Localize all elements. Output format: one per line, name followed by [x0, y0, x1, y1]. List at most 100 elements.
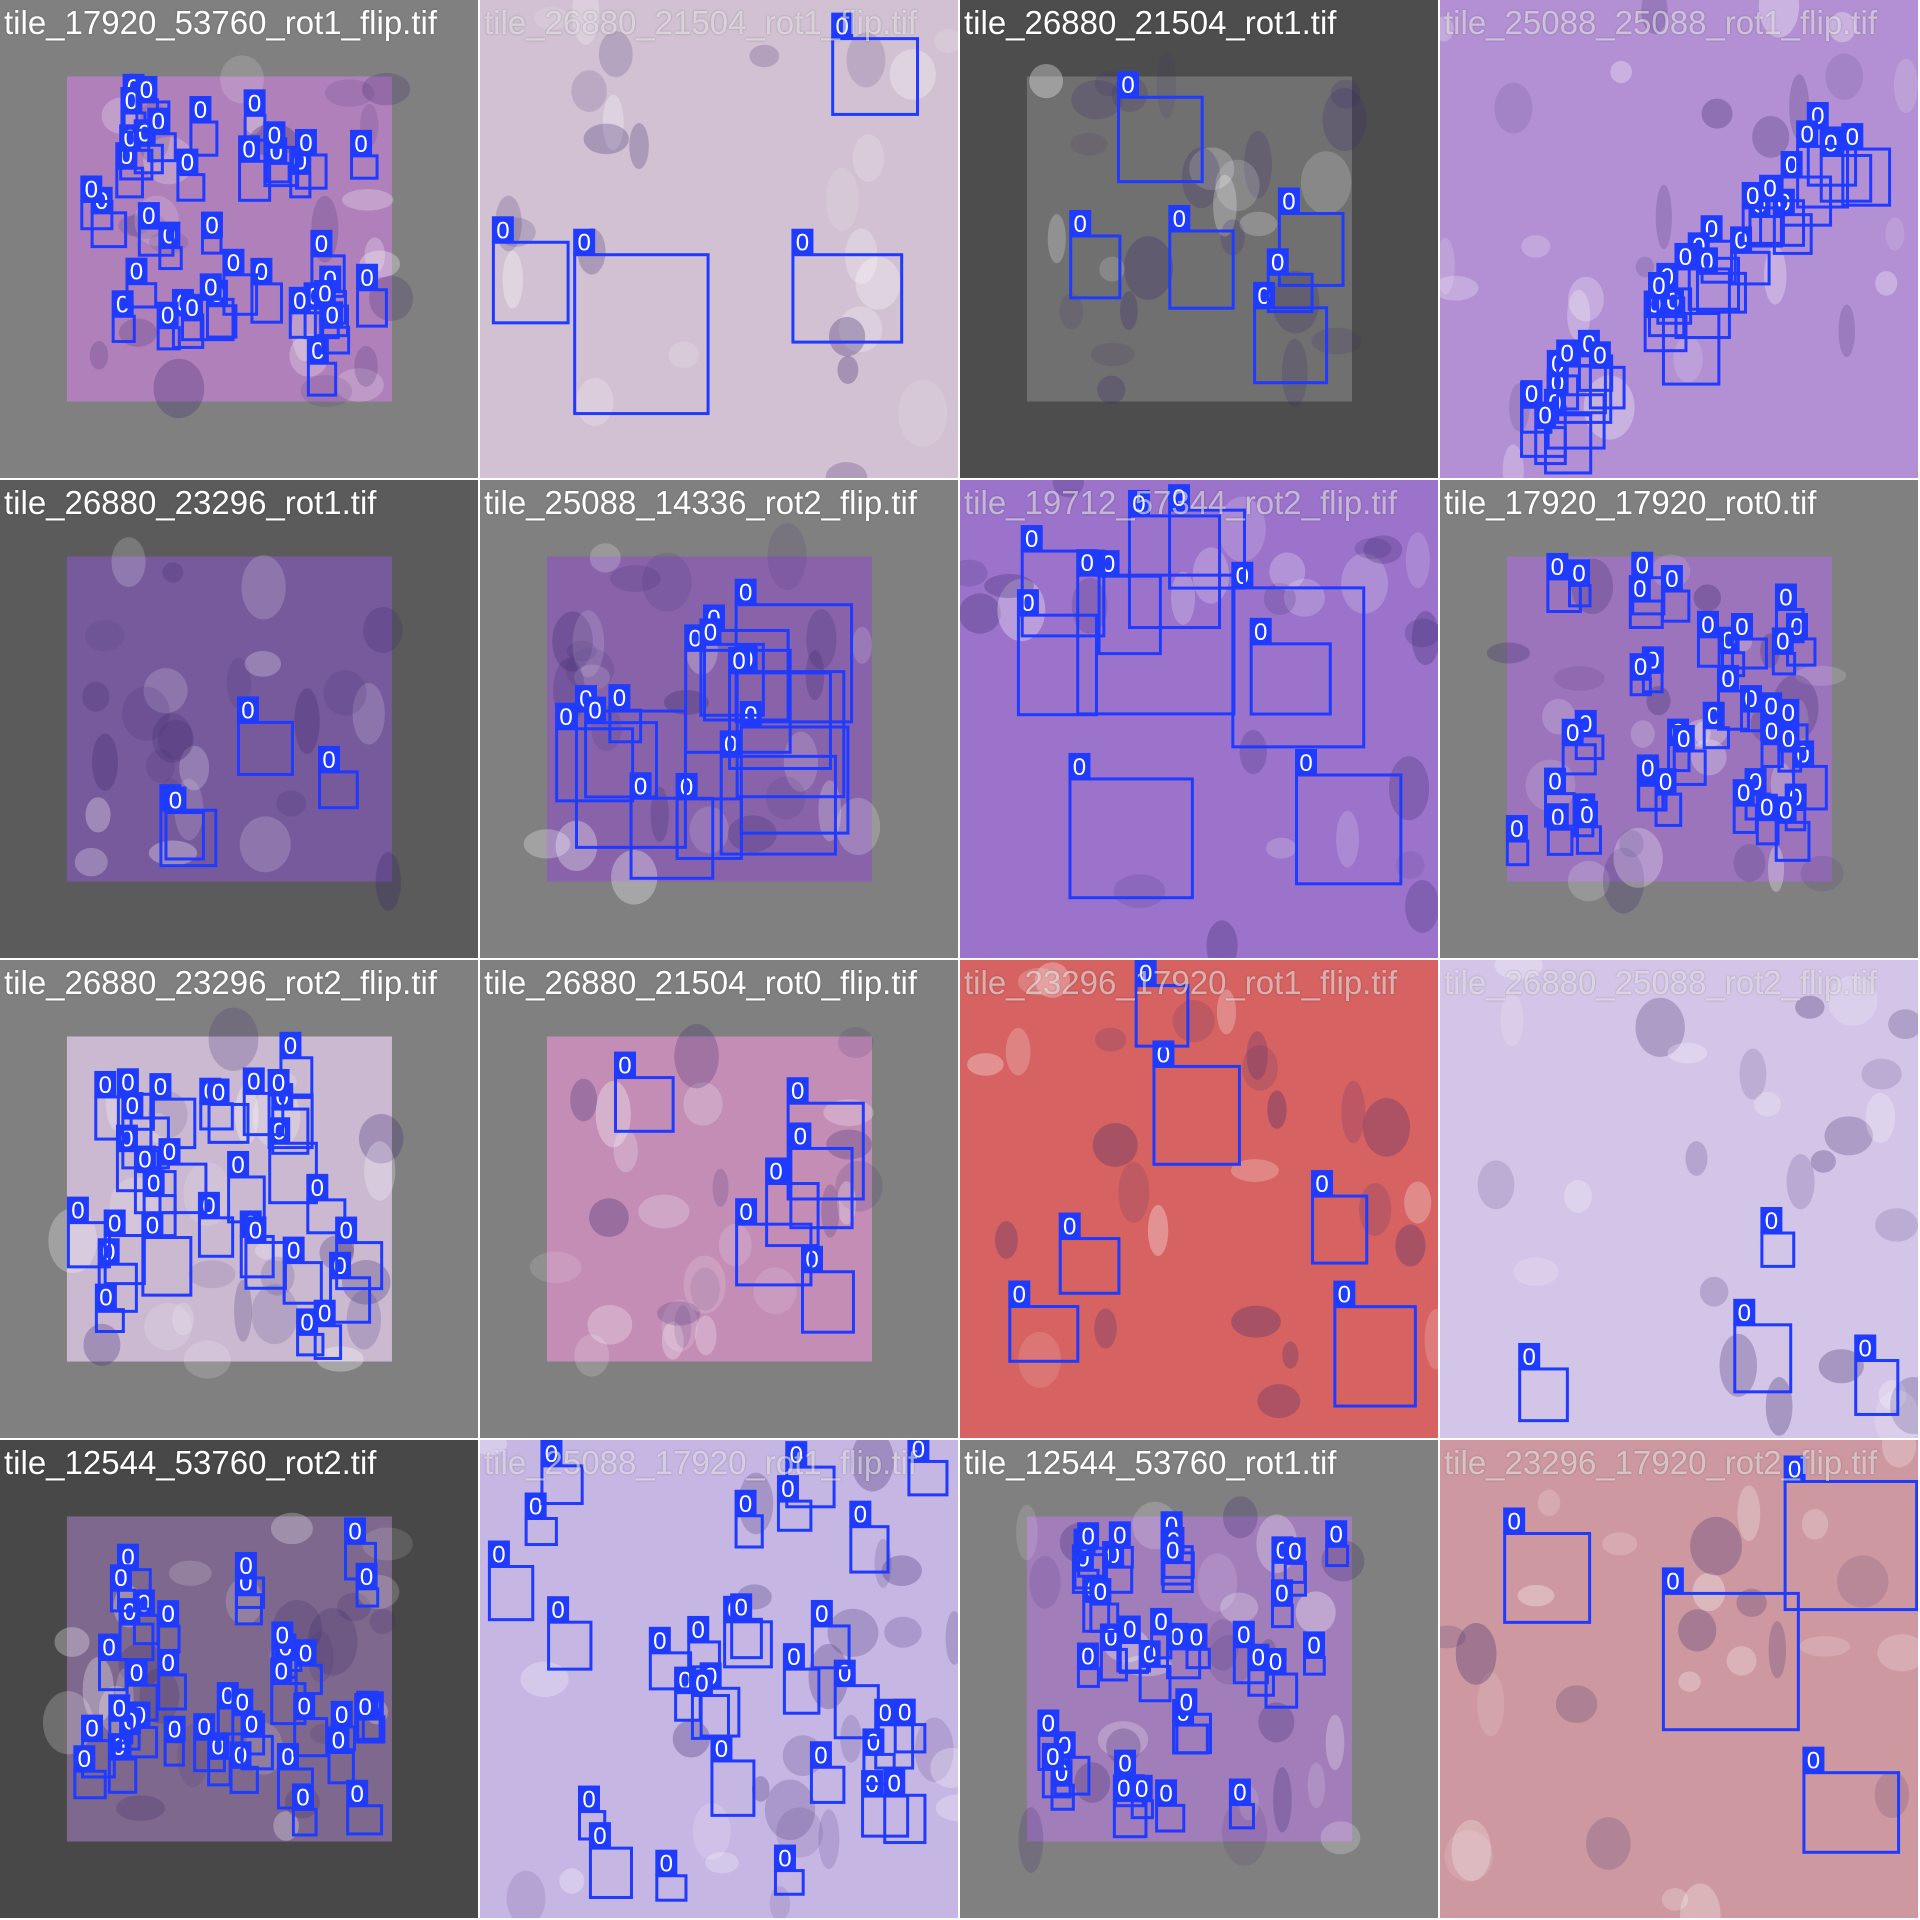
detection-box: 0: [1089, 1578, 1120, 1633]
detection-class-label: 0: [898, 1700, 911, 1727]
tissue-texture: [1094, 71, 1124, 97]
detection-box: 0: [1155, 1779, 1186, 1833]
detection-box: 0: [200, 211, 223, 255]
tissue-texture: [1354, 537, 1392, 559]
detection-class-label: 0: [1132, 491, 1145, 518]
tissue-texture: [1754, 1091, 1781, 1117]
tissue-texture: [852, 134, 885, 182]
tissue-texture: [85, 797, 111, 833]
tile-image: 00000000000000000000000000000000000000: [66, 55, 414, 419]
tissue-texture: [930, 1747, 958, 1789]
detection-box: 0: [1796, 120, 1850, 209]
detection-class-label: 0: [1507, 1508, 1520, 1535]
tissue-texture: [661, 1299, 698, 1352]
detection-class-label: 0: [593, 1823, 606, 1850]
detection-class-label: 0: [318, 1301, 331, 1328]
tissue-texture: [1451, 1819, 1492, 1881]
detection-box: 0: [699, 618, 765, 717]
tile-filename: tile_23296_17920_rot2_flip.tif: [1444, 1444, 1878, 1481]
detection-box: 0: [810, 1599, 851, 1670]
tissue-texture: [683, 1082, 723, 1126]
detection-class-label: 0: [1652, 273, 1665, 300]
tissue-texture: [121, 686, 170, 741]
tissue-texture: [1635, 997, 1685, 1057]
detection-box: 0: [1175, 1688, 1212, 1755]
tissue-texture: [1737, 1485, 1761, 1542]
detection-class-label: 0: [1269, 1649, 1282, 1676]
detection-class-label: 0: [99, 1072, 112, 1099]
detection-box: 0: [782, 1643, 821, 1715]
detection-box: 0: [547, 1596, 593, 1671]
tissue-texture: [1090, 342, 1135, 367]
detection-box: 0: [1561, 718, 1597, 776]
tissue-texture: [1265, 837, 1297, 859]
detection-box: 0: [109, 1564, 136, 1613]
tissue-texture: [1444, 1830, 1493, 1882]
tissue-texture: [342, 189, 394, 211]
detection-box: 0: [125, 1659, 159, 1722]
detection-class-label: 0: [1143, 1641, 1156, 1668]
detection-box: 0: [116, 1068, 155, 1131]
detection-box: 0: [791, 228, 904, 344]
detection-class-label: 0: [854, 1502, 867, 1529]
detection-box: 0: [313, 1299, 343, 1360]
detection-class-label: 0: [1539, 403, 1552, 430]
tissue-texture: [1172, 999, 1215, 1043]
detection-box: 0: [1008, 1280, 1080, 1363]
tissue-texture: [1602, 847, 1645, 914]
tissue-texture: [179, 745, 210, 791]
detection-class-label: 0: [1551, 804, 1564, 831]
tissue-texture: [1320, 1821, 1361, 1855]
detection-class-label: 0: [114, 1565, 127, 1592]
detection-box: 0: [1777, 725, 1803, 773]
tissue-texture: [146, 749, 176, 783]
tissue-texture: [1281, 338, 1308, 407]
tissue-texture: [42, 1691, 94, 1755]
tissue-texture: [1825, 53, 1864, 100]
detection-class-label: 0: [1763, 176, 1776, 203]
tissue-texture: [1231, 1305, 1281, 1338]
detection-class-label: 0: [181, 150, 194, 177]
detection-box: 0: [1503, 1507, 1592, 1624]
tissue-texture: [1752, 115, 1790, 158]
tissue-texture: [1885, 217, 1905, 251]
detection-class-label: 0: [293, 288, 306, 315]
tissue-texture: [753, 1267, 797, 1315]
tissue-texture: [602, 94, 624, 151]
detection-class-label: 0: [1765, 1208, 1778, 1235]
detection-box: 0: [350, 129, 379, 180]
detection-class-label: 0: [212, 1079, 225, 1106]
tissue-texture: [270, 1512, 313, 1545]
detection-class-label: 0: [695, 1671, 708, 1698]
detection-box: 0: [1118, 1615, 1149, 1674]
tissue-texture: [1113, 874, 1166, 908]
detection-class-label: 0: [242, 136, 255, 163]
detection-box: 0: [1266, 248, 1314, 314]
tissue-texture: [705, 1852, 739, 1874]
tissue-texture: [825, 462, 868, 478]
detection-box: 0: [1629, 653, 1652, 697]
tile-10: 0 0 0 0 0 0 tile_23296_17920_rot1_flip.tif: [960, 960, 1438, 1438]
detection-class-label: 0: [249, 1217, 262, 1244]
tissue-texture: [846, 32, 886, 88]
detection-class-label: 0: [1236, 563, 1249, 590]
tissue-texture: [1206, 920, 1238, 958]
tissue-texture: [74, 847, 108, 877]
tissue-texture: [1494, 960, 1543, 980]
tissue-texture: [638, 1194, 690, 1229]
detection-box: 0: [1660, 565, 1691, 623]
detection-box: 0: [103, 1209, 146, 1286]
detection-class-label: 0: [339, 1218, 352, 1245]
detection-class-label: 0: [559, 704, 572, 731]
detection-class-label: 0: [796, 230, 809, 257]
detection-box: 0: [1228, 1778, 1255, 1830]
detection-box: 0: [236, 696, 294, 776]
tissue-texture: [1613, 827, 1663, 888]
tissue-texture: [48, 1208, 98, 1274]
detection-class-label: 0: [1299, 750, 1312, 777]
tissue-texture: [1477, 1672, 1505, 1737]
tissue-texture: [1800, 855, 1844, 892]
detection-box: 0: [648, 1626, 693, 1691]
tissue-texture: [1837, 1555, 1889, 1608]
tissue-texture: [168, 1560, 212, 1586]
